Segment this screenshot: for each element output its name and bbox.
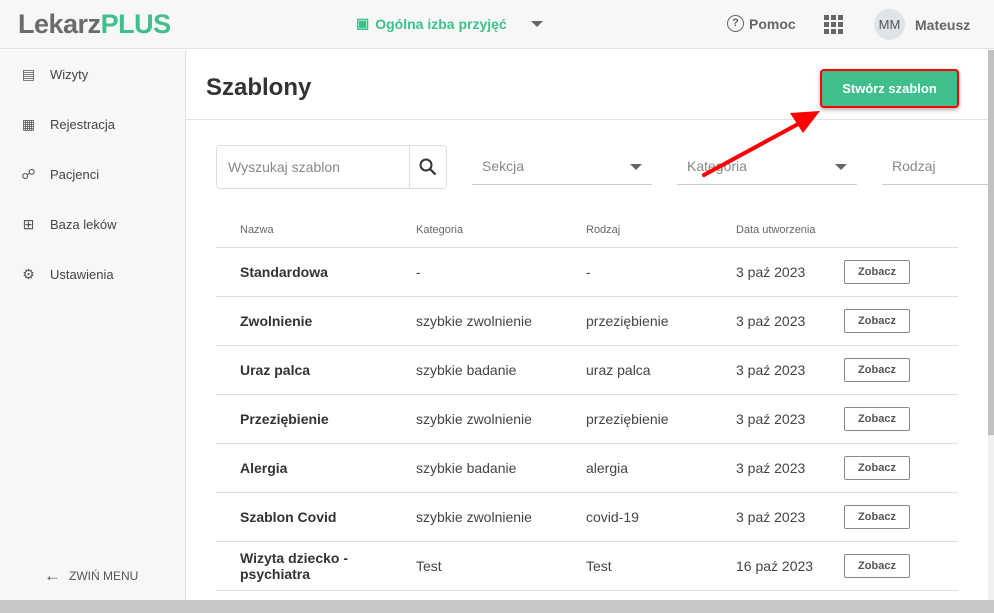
table-row[interactable]: Wizyta dziecko - psychiatra Test Test 16 pa… xyxy=(216,541,958,591)
sidebar-item-wizyty[interactable]: ▤ Wizyty xyxy=(21,66,89,82)
view-button[interactable]: Zobacz xyxy=(844,406,910,431)
search-button[interactable] xyxy=(409,146,446,188)
chevron-down-icon xyxy=(530,20,543,27)
divider xyxy=(186,119,988,120)
table-row[interactable]: Uraz palca szybkie badanie uraz palca 3 paź… xyxy=(216,345,958,395)
template-type: alergia xyxy=(586,443,736,493)
create-template-button[interactable]: Stwórz szablon xyxy=(820,69,959,108)
templates-table: Nazwa Kategoria Rodzaj Data utworzenia S… xyxy=(216,213,958,591)
template-date: 3 paź 2023 xyxy=(736,492,844,542)
horizontal-scrollbar[interactable] xyxy=(0,600,994,613)
view-button[interactable]: Zobacz xyxy=(844,504,910,529)
logo[interactable]: LekarzPLUS xyxy=(18,9,171,39)
main-content: Szablony Stwórz szablon Sekcja Kategoria… xyxy=(186,50,988,600)
help-link[interactable]: ? Pomoc xyxy=(727,15,796,32)
template-date: 3 paź 2023 xyxy=(736,296,844,346)
view-button[interactable]: Zobacz xyxy=(844,259,910,284)
help-icon: ? xyxy=(727,15,744,32)
ward-selector[interactable]: ▣ Ogólna izba przyjęć xyxy=(356,15,543,32)
calendar-icon: ▦ xyxy=(21,116,36,132)
medical-kit-icon: ⊞ xyxy=(22,216,35,232)
template-type: Test xyxy=(586,541,736,591)
template-date: 16 paź 2023 xyxy=(736,541,844,591)
table-row[interactable]: Szablon Covid szybkie zwolnienie covid-19 3… xyxy=(216,492,958,542)
gear-icon: ⚙ xyxy=(22,266,35,282)
collapse-menu-button[interactable]: ← ZWIŃ MENU xyxy=(44,566,139,585)
template-name: Przeziębienie xyxy=(216,394,416,444)
template-name: Wizyta dziecko - psychiatra xyxy=(216,541,416,591)
template-category: szybkie zwolnienie xyxy=(416,492,586,542)
section-select[interactable]: Sekcja xyxy=(472,145,652,185)
view-button[interactable]: Zobacz xyxy=(844,357,910,382)
table-row[interactable]: Alergia szybkie badanie alergia 3 paź 2023 Z… xyxy=(216,443,958,493)
column-header-type: Rodzaj xyxy=(586,213,736,248)
template-date: 3 paź 2023 xyxy=(736,443,844,493)
scrollbar[interactable] xyxy=(988,50,994,600)
column-header-category: Kategoria xyxy=(416,213,586,248)
template-name: Szablon Covid xyxy=(216,492,416,542)
template-category: - xyxy=(416,247,586,297)
template-name: Alergia xyxy=(216,443,416,493)
template-category: szybkie badanie xyxy=(416,443,586,493)
apps-grid-icon[interactable] xyxy=(824,15,843,34)
template-category: szybkie zwolnienie xyxy=(416,296,586,346)
search-icon xyxy=(419,158,437,176)
document-check-icon: ▤ xyxy=(21,66,36,82)
template-category: szybkie badanie xyxy=(416,345,586,395)
table-row[interactable]: Przeziębienie szybkie zwolnienie przeziębi… xyxy=(216,394,958,444)
table-row[interactable]: Standardowa - -3 paź 2023 Zobacz xyxy=(216,247,958,297)
sidebar-item-ustawienia[interactable]: ⚙ Ustawienia xyxy=(20,266,113,283)
table-row[interactable]: Zwolnienie szybkie zwolnienie przeziębieni… xyxy=(216,296,958,346)
arrow-left-icon: ← xyxy=(44,566,61,585)
template-category: szybkie zwolnienie xyxy=(416,394,586,444)
column-header-date: Data utworzenia xyxy=(736,213,844,248)
column-header-name: Nazwa xyxy=(216,213,416,248)
search-input[interactable] xyxy=(217,146,409,188)
category-select[interactable]: Kategoria xyxy=(677,145,857,185)
sidebar-item-rejestracja[interactable]: ▦ Rejestracja xyxy=(21,116,116,132)
calendar-icon: ▣ xyxy=(356,15,370,31)
view-button[interactable]: Zobacz xyxy=(844,308,910,333)
avatar[interactable]: MM xyxy=(874,9,905,40)
template-category: Test xyxy=(416,541,586,591)
template-type: covid-19 xyxy=(586,492,736,542)
search-box xyxy=(216,145,447,189)
sidebar: ▤ Wizyty ▦ Rejestracja ☍ Pacjenci ⊞ Baza lek… xyxy=(0,50,186,600)
view-button[interactable]: Zobacz xyxy=(844,553,910,578)
template-type: - xyxy=(586,247,736,297)
people-icon: ☍ xyxy=(21,166,36,182)
template-type: przeziębienie xyxy=(586,394,736,444)
chevron-down-icon xyxy=(630,164,642,170)
type-select[interactable]: Rodzaj xyxy=(882,145,988,185)
template-date: 3 paź 2023 xyxy=(736,394,844,444)
template-name: Zwolnienie xyxy=(216,296,416,346)
template-name: Standardowa xyxy=(216,247,416,297)
chevron-down-icon xyxy=(835,164,847,170)
sidebar-item-baza-lekow[interactable]: ⊞ Baza leków xyxy=(20,216,117,233)
template-type: przeziębienie xyxy=(586,296,736,346)
scrollbar-thumb[interactable] xyxy=(988,50,994,435)
template-date: 3 paź 2023 xyxy=(736,247,844,297)
user-name[interactable]: Mateusz xyxy=(915,17,971,33)
view-button[interactable]: Zobacz xyxy=(844,455,910,480)
page-title: Szablony xyxy=(206,74,312,101)
template-type: uraz palca xyxy=(586,345,736,395)
template-date: 3 paź 2023 xyxy=(736,345,844,395)
top-bar: LekarzPLUS ▣ Ogólna izba przyjęć ? Pomoc M… xyxy=(0,0,994,49)
sidebar-item-pacjenci[interactable]: ☍ Pacjenci xyxy=(21,166,100,182)
template-name: Uraz palca xyxy=(216,345,416,395)
